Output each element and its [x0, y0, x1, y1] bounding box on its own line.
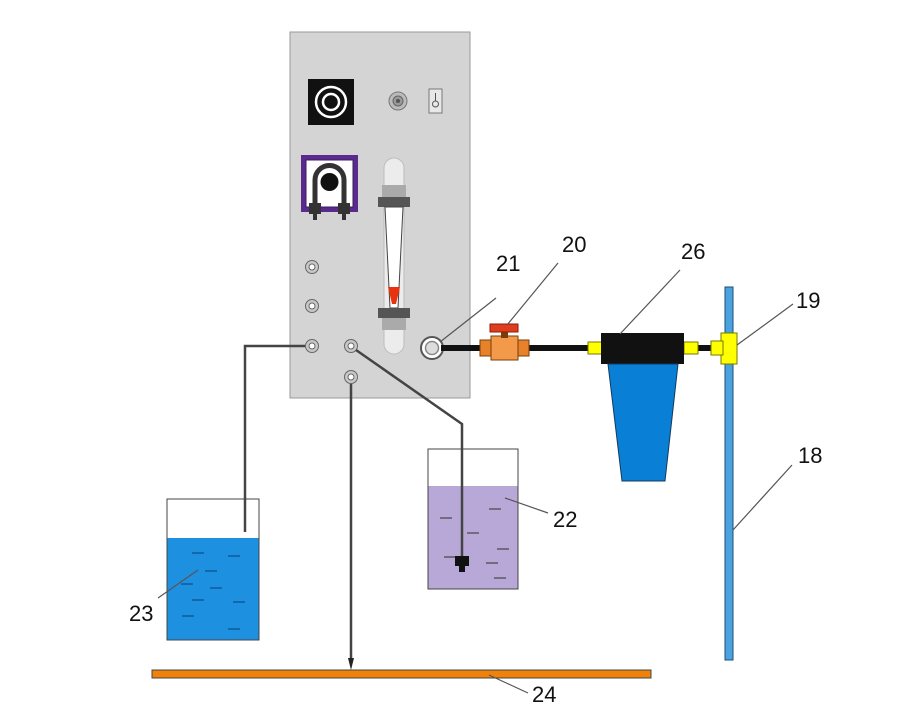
- connector-1: [305, 260, 319, 274]
- tee-fitting-19: [710, 332, 738, 365]
- connector-3: [305, 339, 319, 353]
- label-26: 26: [681, 239, 705, 264]
- flow-meter: [378, 157, 410, 355]
- connector-2: [305, 299, 319, 313]
- label-23: 23: [129, 601, 153, 626]
- label-19: 19: [796, 288, 820, 313]
- outlet-port: [420, 336, 444, 360]
- connector-5: [344, 370, 358, 384]
- drain-strip-24: [151, 669, 652, 679]
- indicator-knob-icon: [388, 91, 408, 111]
- label-20: 20: [562, 232, 586, 257]
- label-22: 22: [553, 507, 577, 532]
- ball-valve-20: [479, 323, 530, 361]
- drain-tip: [348, 658, 354, 670]
- leader-lines: [157, 262, 794, 694]
- pipe-18: [724, 286, 734, 661]
- tubes: [243, 344, 464, 658]
- label-24: 24: [532, 682, 556, 707]
- tube-to-beaker-22: [355, 348, 464, 560]
- control-panel: [289, 31, 471, 399]
- beaker-23: [166, 498, 260, 641]
- main-line: [441, 345, 712, 351]
- suction-filter: [455, 556, 469, 572]
- fuse-holder-icon: [428, 88, 443, 114]
- filter-26: [587, 333, 699, 482]
- label-18: 18: [798, 443, 822, 468]
- tube-to-beaker-23: [243, 344, 305, 532]
- beaker-22: [427, 448, 519, 590]
- peristaltic-pump: [301, 155, 358, 220]
- connector-4: [344, 339, 358, 353]
- power-switch-icon: [308, 79, 354, 125]
- label-21: 21: [496, 251, 520, 276]
